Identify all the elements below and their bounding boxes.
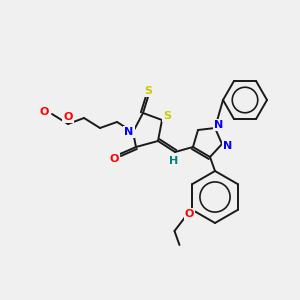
Text: O: O: [109, 154, 119, 164]
Text: S: S: [163, 111, 171, 121]
Text: N: N: [124, 127, 134, 137]
Text: N: N: [224, 141, 232, 151]
Text: O: O: [63, 112, 73, 122]
Text: S: S: [144, 86, 152, 96]
Text: H: H: [169, 156, 178, 166]
Text: O: O: [39, 107, 49, 117]
Text: O: O: [185, 209, 194, 219]
Text: N: N: [214, 120, 224, 130]
